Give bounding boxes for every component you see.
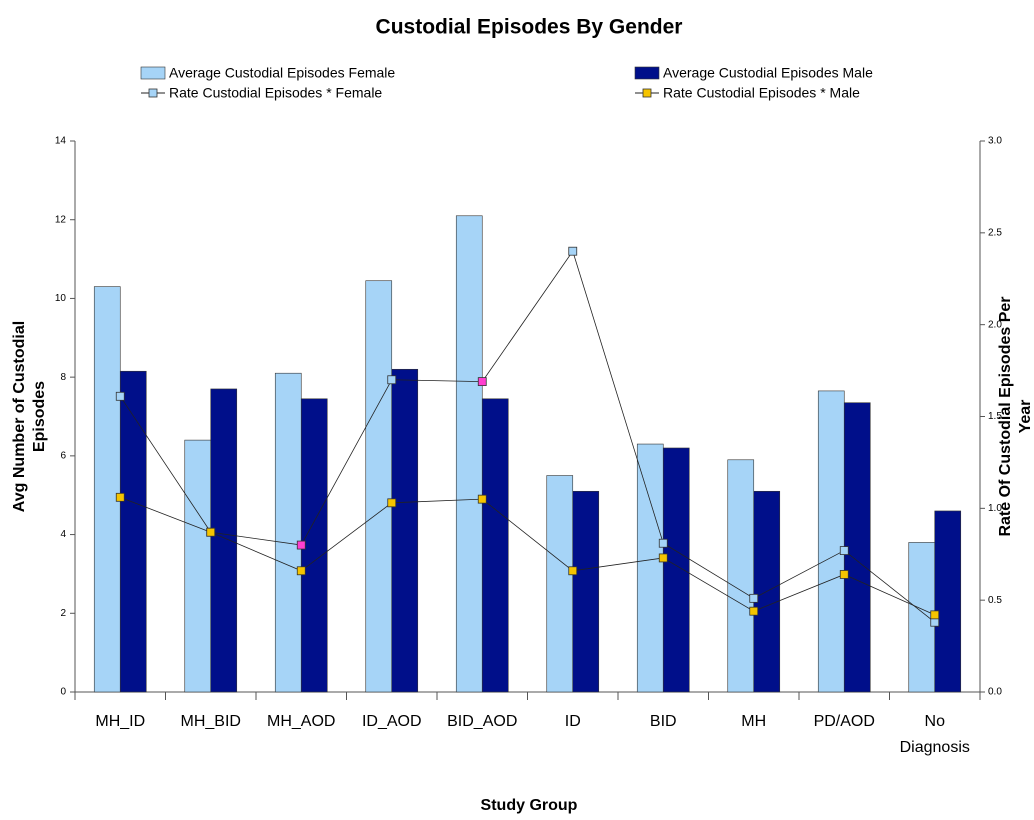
marker	[749, 593, 759, 603]
x-axis-title: Study Group	[481, 797, 578, 814]
legend-label: Rate Custodial Episodes * Male	[663, 85, 860, 101]
marker	[115, 492, 125, 502]
y2-tick-label: 1.5	[988, 411, 1002, 422]
marker	[477, 377, 487, 387]
marker	[296, 540, 306, 550]
bar	[391, 368, 419, 693]
marker	[568, 566, 578, 576]
y2-tick-label: 2.0	[988, 319, 1002, 330]
bar	[636, 443, 664, 693]
marker	[749, 606, 759, 616]
legend-marker	[148, 88, 158, 98]
y2-tick-label: 0.5	[988, 595, 1002, 606]
y2-tick-label: 1.0	[988, 503, 1002, 514]
bar	[934, 510, 962, 693]
marker	[568, 246, 578, 256]
chart-title: Custodial Episodes By Gender	[376, 16, 683, 39]
y-tick-label: 12	[55, 214, 67, 225]
x-tick-label: MH_ID	[95, 713, 145, 730]
bar	[210, 388, 238, 693]
marker	[658, 553, 668, 563]
y-tick-label: 4	[60, 529, 66, 540]
y-axis-title: Avg Number of Custodial Episodes	[11, 321, 48, 512]
bar	[93, 286, 121, 693]
bar	[365, 280, 393, 693]
x-tick-label: ID	[565, 713, 581, 730]
x-tick-label: PD/AOD	[814, 713, 875, 730]
legend-swatch	[634, 66, 660, 80]
x-tick-label: MH	[741, 713, 766, 730]
legend: Average Custodial Episodes Female Average…	[140, 65, 873, 101]
line	[119, 250, 935, 623]
legend-label: Rate Custodial Episodes * Female	[169, 85, 382, 101]
y-tick-label: 6	[60, 450, 66, 461]
x-tick-label: BID_AOD	[447, 713, 517, 730]
bar	[817, 390, 845, 693]
y-tick-label: 10	[55, 293, 67, 304]
marker	[387, 498, 397, 508]
x-tick-label: No Diagnosis	[900, 713, 970, 756]
y2-tick-label: 0.0	[988, 687, 1002, 698]
bar	[727, 459, 755, 693]
x-tick-label: BID	[650, 713, 677, 730]
marker	[296, 566, 306, 576]
bar	[546, 475, 574, 693]
bar	[662, 447, 690, 693]
x-tick-label: MH_AOD	[267, 713, 335, 730]
bar	[119, 370, 147, 693]
marker	[839, 546, 849, 555]
legend-marker	[642, 88, 652, 98]
x-tick-label: MH_BID	[181, 713, 241, 730]
y2-tick-label: 2.5	[988, 227, 1002, 238]
y2-tick-label: 3.0	[988, 136, 1002, 147]
y-tick-label: 2	[60, 608, 66, 619]
bar	[572, 490, 600, 693]
y-tick-label: 14	[55, 136, 67, 147]
legend-swatch	[140, 66, 166, 80]
marker	[477, 494, 487, 504]
y2-axis-title: Rate Of Custodial Episodes Per Year	[997, 296, 1034, 536]
x-tick-label: ID_AOD	[362, 713, 422, 730]
bar	[274, 372, 302, 693]
bar	[184, 439, 212, 693]
marker	[930, 610, 940, 620]
marker	[930, 617, 940, 627]
bar	[455, 215, 483, 693]
marker	[115, 391, 125, 401]
y-tick-label: 0	[60, 687, 66, 698]
marker	[658, 538, 668, 548]
marker	[206, 527, 216, 537]
line	[120, 496, 935, 616]
legend-label: Average Custodial Episodes Male	[663, 65, 873, 81]
y-tick-label: 8	[60, 372, 66, 383]
marker	[839, 570, 849, 579]
legend-label: Average Custodial Episodes Female	[169, 65, 395, 81]
marker	[387, 375, 397, 385]
bar	[481, 398, 509, 693]
